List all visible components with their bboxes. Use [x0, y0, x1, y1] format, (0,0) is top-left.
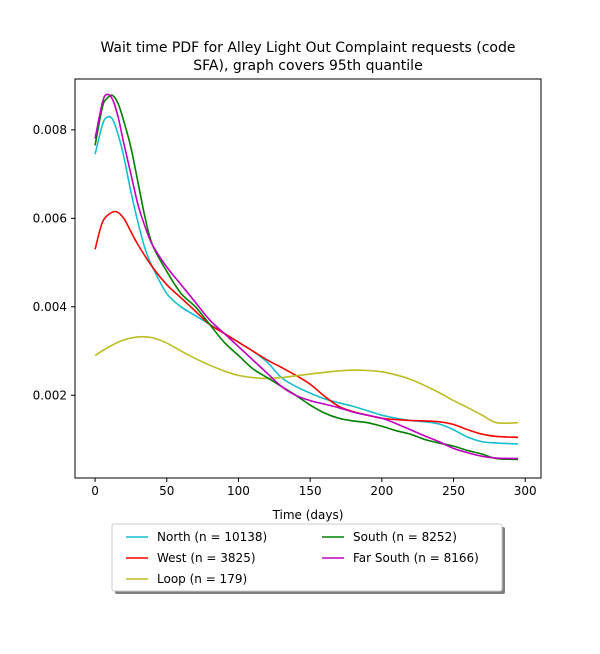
legend-label-2: Loop (n = 179): [157, 572, 247, 586]
x-tick-label: 150: [299, 484, 322, 498]
series-line-1: [94, 210, 519, 439]
y-tick-label: 0.004: [33, 300, 67, 314]
legend-label-3: South (n = 8252): [353, 530, 457, 544]
series-line-4: [94, 93, 519, 460]
y-ticks: 0.002 0.004 0.006 0.008: [33, 123, 75, 402]
legend-label-0: North (n = 10138): [157, 530, 267, 544]
legend-items: North (n = 10138) West (n = 3825) Loop (n …: [126, 530, 479, 586]
y-tick-label: 0.006: [33, 211, 67, 225]
legend-label-4: Far South (n = 8166): [353, 551, 479, 565]
chart-title-line-2: SFA), graph covers 95th quantile: [193, 58, 422, 74]
series-line-2: [94, 335, 519, 425]
legend: North (n = 10138) West (n = 3825) Loop (n …: [111, 523, 505, 594]
x-tick-label: 250: [442, 484, 465, 498]
x-tick-label: 50: [159, 484, 174, 498]
y-tick-label: 0.002: [33, 388, 67, 402]
x-tick-label: 300: [514, 484, 537, 498]
legend-label-1: West (n = 3825): [157, 551, 256, 565]
x-tick-label: 100: [227, 484, 250, 498]
x-tick-label: 200: [370, 484, 393, 498]
y-tick-label: 0.008: [33, 123, 67, 137]
plot-frame: [74, 78, 542, 479]
x-tick-label: 0: [91, 484, 99, 498]
series-line-3: [94, 94, 519, 461]
series-layer: [94, 93, 519, 461]
legend-box: [111, 523, 503, 592]
chart-title-line-1: Wait time PDF for Alley Light Out Compla…: [100, 40, 515, 56]
x-axis-label: Time (days): [272, 508, 344, 522]
series-line-0: [94, 115, 519, 445]
x-ticks: 0 50 100 150 200 250 300: [91, 478, 537, 498]
